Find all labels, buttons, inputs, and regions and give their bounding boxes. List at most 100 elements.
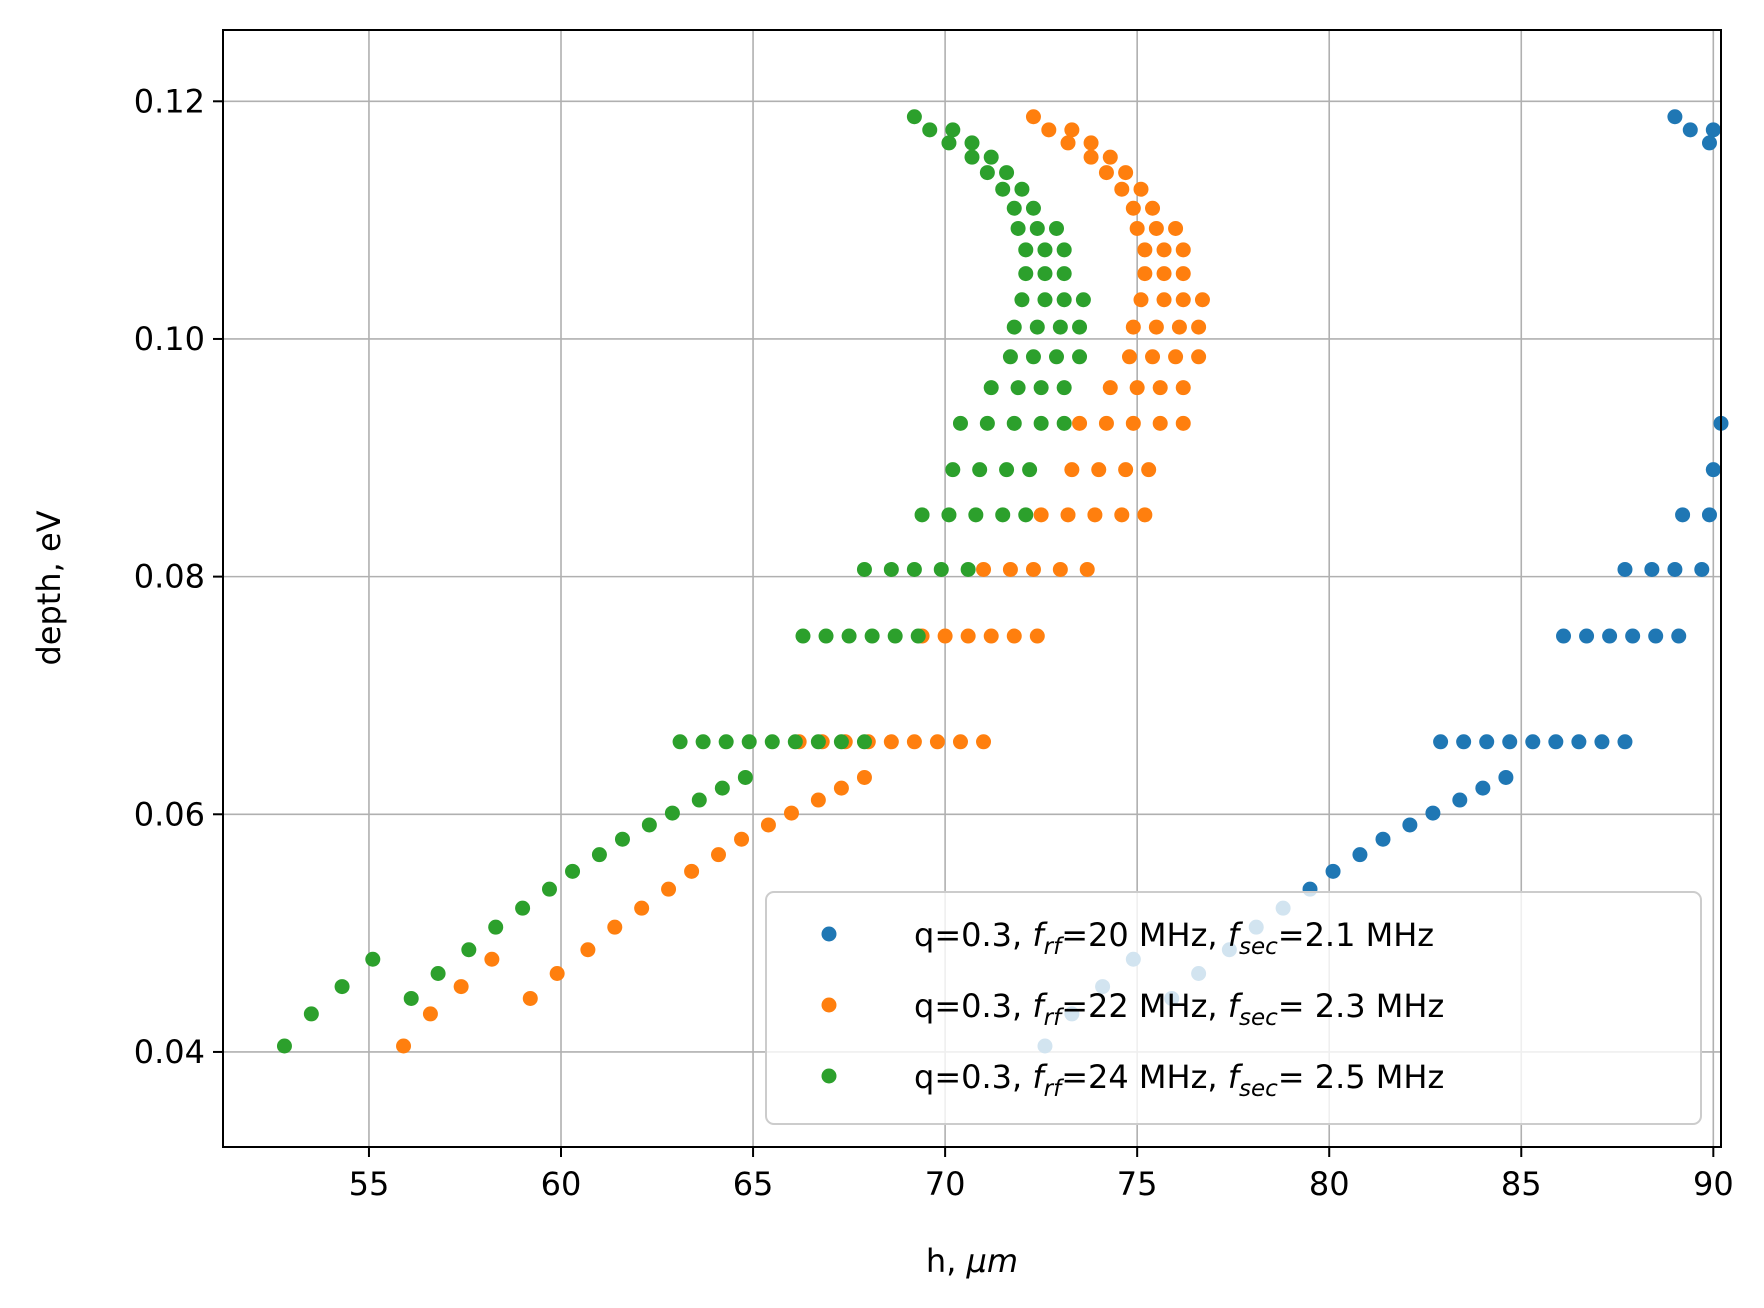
y-tick-label: 0.06 [134, 795, 205, 833]
data-point-series-3 [1049, 349, 1065, 365]
data-point-series-2 [1175, 292, 1191, 308]
data-point-series-3 [334, 979, 350, 995]
data-point-series-2 [1152, 380, 1168, 396]
data-point-series-3 [983, 380, 999, 396]
data-point-series-3 [1072, 319, 1088, 335]
data-point-series-1 [1648, 628, 1664, 644]
data-point-series-2 [1114, 181, 1130, 197]
data-point-series-1 [1502, 734, 1518, 750]
data-point-series-3 [887, 628, 903, 644]
x-axis-label: h, μm [926, 1242, 1018, 1280]
x-axis-label-main: h, [926, 1242, 967, 1280]
data-point-series-3 [1022, 462, 1038, 478]
data-point-series-1 [1425, 805, 1441, 821]
legend: q=0.3, frf=20 MHz, fsec=2.1 MHz q=0.3, fr… [765, 891, 1702, 1125]
data-point-series-3 [964, 149, 980, 165]
axis-ticks: 55 60 65 70 75 80 85 90 0.04 0.06 0.08 0.10 0.12 [134, 82, 1734, 1203]
data-point-series-3 [403, 990, 419, 1006]
data-point-series-3 [795, 628, 811, 644]
data-point-series-2 [760, 817, 776, 833]
x-tick-label: 65 [733, 1165, 774, 1203]
data-point-series-2 [1052, 561, 1068, 577]
data-point-series-2 [1133, 181, 1149, 197]
data-point-series-3 [303, 1006, 319, 1022]
data-point-series-3 [945, 122, 961, 138]
data-point-series-1 [1617, 561, 1633, 577]
data-point-series-3 [1033, 415, 1049, 431]
data-point-series-3 [906, 561, 922, 577]
data-point-series-3 [906, 109, 922, 125]
data-point-series-3 [461, 942, 477, 958]
data-point-series-1 [1701, 135, 1717, 151]
data-point-series-2 [833, 780, 849, 796]
data-point-series-1 [1352, 847, 1368, 863]
data-point-series-2 [1171, 319, 1187, 335]
data-point-series-3 [614, 831, 630, 847]
data-point-series-3 [641, 817, 657, 833]
y-tick-label: 0.10 [134, 320, 205, 358]
data-point-series-3 [1018, 507, 1034, 523]
data-point-series-2 [1098, 415, 1114, 431]
data-point-series-1 [1475, 780, 1491, 796]
data-point-series-2 [1121, 349, 1137, 365]
data-point-series-2 [1168, 349, 1184, 365]
y-tick-label: 0.12 [134, 82, 205, 120]
y-axis-label: depth, eV [30, 510, 68, 665]
data-point-series-2 [549, 966, 565, 982]
data-point-series-2 [1175, 266, 1191, 282]
data-point-series-2 [1025, 109, 1041, 125]
data-point-series-2 [1137, 266, 1153, 282]
data-point-series-3 [1029, 220, 1045, 236]
data-point-series-2 [1129, 380, 1145, 396]
y-tick-label: 0.04 [134, 1033, 205, 1071]
data-point-series-3 [972, 462, 988, 478]
data-point-series-3 [741, 734, 757, 750]
data-point-series-2 [1191, 319, 1207, 335]
data-point-series-1 [1433, 734, 1449, 750]
data-point-series-2 [960, 628, 976, 644]
data-point-series-2 [1152, 415, 1168, 431]
data-point-series-3 [941, 135, 957, 151]
data-point-series-3 [964, 135, 980, 151]
data-point-series-2 [1072, 415, 1088, 431]
data-point-series-3 [1010, 220, 1026, 236]
data-point-series-1 [1452, 792, 1468, 808]
data-point-series-3 [856, 561, 872, 577]
data-point-series-2 [1118, 462, 1134, 478]
data-point-series-1 [1525, 734, 1541, 750]
data-point-series-3 [922, 122, 938, 138]
data-point-series-3 [1018, 266, 1034, 282]
data-point-series-2 [883, 734, 899, 750]
data-point-series-3 [515, 900, 531, 916]
data-point-series-1 [1667, 109, 1683, 125]
data-point-series-1 [1548, 734, 1564, 750]
data-point-series-2 [1083, 135, 1099, 151]
x-tick-label: 75 [1117, 1165, 1158, 1203]
data-point-series-3 [764, 734, 780, 750]
y-tick-label: 0.08 [134, 558, 205, 596]
data-point-series-2 [1125, 200, 1141, 216]
data-point-series-1 [1675, 507, 1691, 523]
data-point-series-2 [422, 1006, 438, 1022]
data-point-series-3 [1014, 181, 1030, 197]
data-point-series-3 [1037, 242, 1053, 258]
data-point-series-2 [983, 628, 999, 644]
data-point-series-2 [1191, 349, 1207, 365]
data-point-series-2 [1002, 561, 1018, 577]
data-point-series-2 [453, 979, 469, 995]
data-point-series-3 [1006, 415, 1022, 431]
data-point-series-3 [664, 805, 680, 821]
data-point-series-1 [1594, 734, 1610, 750]
data-point-series-3 [818, 628, 834, 644]
plot-frame [222, 29, 1722, 1148]
data-point-series-2 [1006, 628, 1022, 644]
data-point-series-3 [983, 149, 999, 165]
data-point-series-2 [710, 847, 726, 863]
data-point-series-2 [607, 919, 623, 935]
data-point-series-2 [1137, 507, 1153, 523]
data-point-series-2 [1087, 507, 1103, 523]
data-point-series-2 [810, 792, 826, 808]
data-point-series-1 [1602, 628, 1618, 644]
data-point-series-1 [1556, 628, 1572, 644]
data-point-series-2 [1083, 149, 1099, 165]
